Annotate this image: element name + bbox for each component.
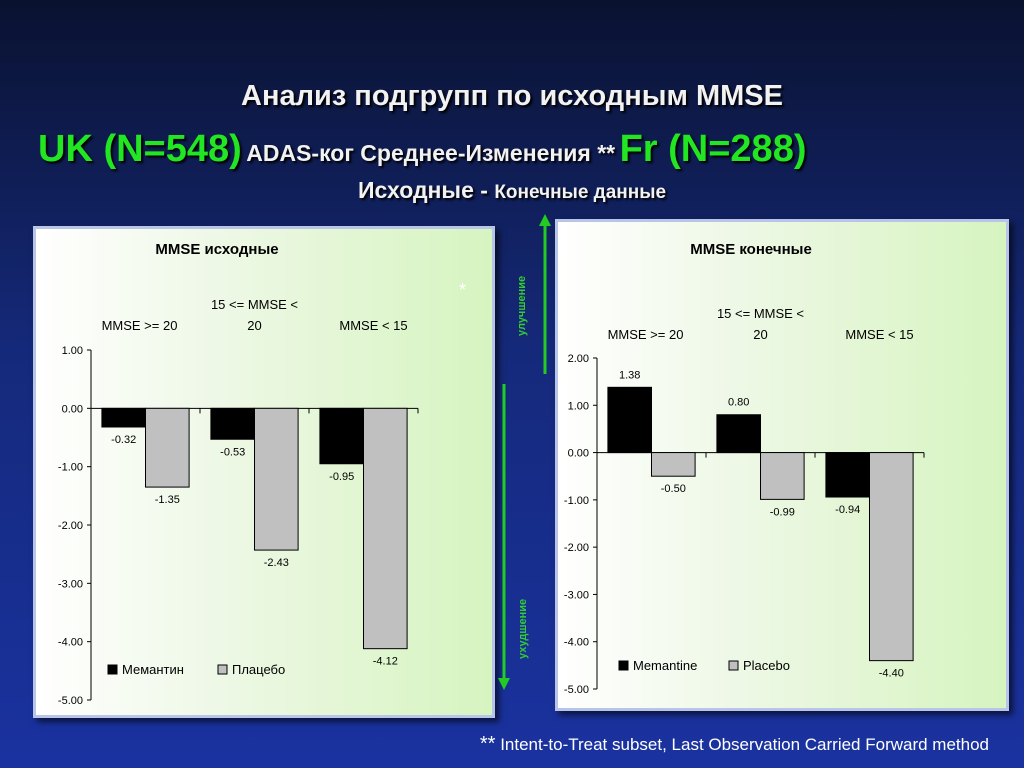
category-label: MMSE >= 20 — [102, 318, 178, 333]
y-tick-label: 0.00 — [568, 448, 589, 460]
chart-panel-uk: MMSE исходные MMSE >= 20 15 <= MMSE < 20 MMS… — [33, 226, 495, 718]
category-label: MMSE < 15 — [845, 327, 913, 342]
category-label: 15 <= MMSE < — [211, 297, 298, 312]
data-label: -4.12 — [373, 656, 398, 668]
bar-active — [716, 414, 761, 454]
legend-swatch — [107, 664, 118, 675]
significance-star: * — [459, 280, 467, 300]
y-tick-label: -4.00 — [564, 637, 589, 649]
chart-title: MMSE исходные — [155, 241, 278, 258]
improvement-arrow-icon — [539, 214, 551, 374]
bar-placebo — [651, 452, 696, 477]
footnote: ** Intent-to-Treat subset, Last Observat… — [480, 733, 989, 756]
data-label: -0.53 — [220, 446, 245, 458]
slide-subtitle-line: UK (N=548) ADAS-ког Среднее-Изменения **… — [38, 128, 806, 171]
slide-subtitle-2: Исходные - Конечные данные — [0, 177, 1024, 204]
bar-active — [319, 407, 364, 465]
bar-placebo — [145, 407, 190, 488]
data-label: -2.43 — [264, 557, 289, 569]
legend-swatch — [728, 660, 739, 671]
chart-uk: MMSE исходные MMSE >= 20 15 <= MMSE < 20 MMS… — [58, 241, 419, 707]
y-tick-label: -2.00 — [58, 520, 83, 532]
y-tick-label: -5.00 — [58, 695, 83, 707]
bar-active — [825, 452, 870, 498]
legend-swatch — [618, 660, 629, 671]
y-tick-label: 1.00 — [568, 400, 589, 412]
bar-placebo — [363, 407, 408, 650]
chart-title: MMSE конечные — [690, 241, 812, 258]
bar-placebo — [869, 452, 914, 662]
data-label: -1.35 — [155, 494, 180, 506]
chart-fr: MMSE конечные MMSE >= 20 15 <= MMSE < 20 MMS… — [564, 241, 925, 696]
measure-label: ADAS-ког Среднее-Изменения ** — [246, 140, 616, 166]
legend-label: Плацебо — [232, 662, 285, 677]
data-label: -4.40 — [879, 668, 904, 680]
worsening-arrow-icon — [498, 384, 510, 690]
bar-placebo — [254, 407, 299, 551]
uk-label: UK (N=548) — [38, 128, 242, 170]
slide-title: Анализ подгрупп по исходным MMSE — [241, 80, 783, 112]
category-label: MMSE >= 20 — [608, 327, 684, 342]
legend-label: Memantine — [633, 658, 697, 673]
subtitle-rest: Конечные данные — [494, 182, 667, 203]
footnote-text: Intent-to-Treat subset, Last Observation… — [495, 735, 989, 754]
data-label: -0.50 — [661, 483, 686, 495]
y-tick-label: -1.00 — [58, 462, 83, 474]
y-tick-label: 0.00 — [62, 403, 83, 415]
data-label: -0.99 — [770, 506, 795, 518]
y-tick-label: -2.00 — [564, 542, 589, 554]
y-tick-label: -1.00 — [564, 495, 589, 507]
improvement-label: улучшение — [516, 275, 528, 336]
data-label: -0.32 — [111, 434, 136, 446]
category-label: 20 — [247, 318, 261, 333]
y-tick-label: -3.00 — [58, 578, 83, 590]
data-label: -0.94 — [835, 504, 860, 516]
y-tick-label: 1.00 — [62, 345, 83, 357]
category-label: MMSE < 15 — [339, 318, 407, 333]
data-label: 1.38 — [619, 369, 640, 381]
bar-active — [101, 407, 146, 428]
y-tick-label: -4.00 — [58, 637, 83, 649]
data-label: -0.95 — [329, 471, 354, 483]
bar-placebo — [760, 452, 805, 500]
data-label: 0.80 — [728, 397, 749, 409]
bar-active — [210, 407, 255, 440]
y-tick-label: 2.00 — [568, 353, 589, 365]
legend-swatch — [217, 664, 228, 675]
worsening-label: ухудшение — [517, 598, 529, 659]
fr-label: Fr (N=288) — [619, 128, 807, 170]
legend-label: Мемантин — [122, 662, 184, 677]
legend-label: Placebo — [743, 658, 790, 673]
subtitle-bold: Исходные - — [357, 177, 495, 203]
y-tick-label: -5.00 — [564, 684, 589, 696]
category-label: 15 <= MMSE < — [717, 306, 804, 321]
bar-active — [607, 386, 652, 454]
footnote-stars: ** — [479, 733, 496, 755]
chart-panel-fr: MMSE конечные MMSE >= 20 15 <= MMSE < 20 MMS… — [555, 219, 1009, 711]
y-tick-label: -3.00 — [564, 589, 589, 601]
category-label: 20 — [753, 327, 767, 342]
